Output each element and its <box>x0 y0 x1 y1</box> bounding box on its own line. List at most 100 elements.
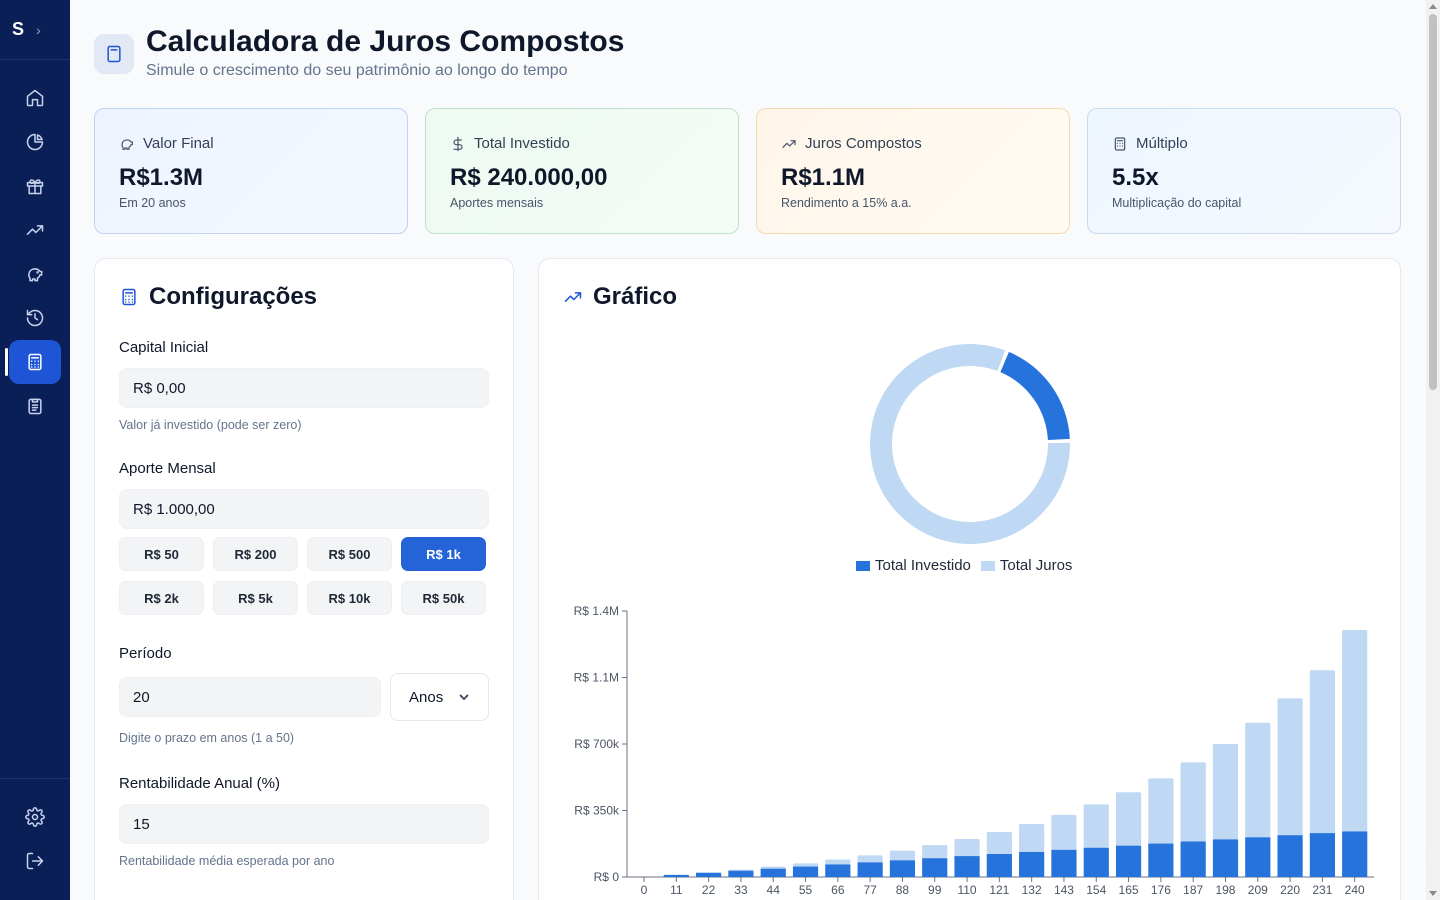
bar-investido[interactable] <box>1245 837 1271 877</box>
bar-investido[interactable] <box>1212 839 1239 877</box>
calculator-icon <box>1114 136 1126 151</box>
bar-investido[interactable] <box>1019 851 1045 877</box>
bar-investido[interactable] <box>760 868 786 877</box>
bar-juros[interactable] <box>792 863 819 867</box>
bar-juros[interactable] <box>857 855 883 863</box>
page-title: Calculadora de Juros Compostos <box>146 25 625 58</box>
x-tick-label: 44 <box>767 883 781 897</box>
bar-juros[interactable] <box>954 839 980 857</box>
sidebar-item-logout[interactable] <box>9 839 61 883</box>
bar-investido[interactable] <box>728 870 754 877</box>
bar-investido[interactable] <box>857 862 883 877</box>
stat-value: 5.5x <box>1112 164 1159 191</box>
bar-juros[interactable] <box>1180 762 1206 842</box>
preset-chip-200[interactable]: R$ 200 <box>213 537 298 571</box>
preset-chip-50[interactable]: R$ 50 <box>119 537 204 571</box>
donut-slice-investido[interactable] <box>1000 351 1070 441</box>
config-card: Configurações Capital Inicial R$ 0,00 Va… <box>94 258 514 900</box>
bar-investido[interactable] <box>1180 841 1206 877</box>
bar-investido[interactable] <box>986 854 1012 877</box>
page-scrollbar[interactable] <box>1426 0 1440 900</box>
bar-investido[interactable] <box>825 864 851 877</box>
bar-juros[interactable] <box>1148 778 1174 844</box>
preset-chip-10k[interactable]: R$ 10k <box>307 581 392 615</box>
page-header: Calculadora de Juros Compostos Simule o … <box>94 24 624 80</box>
bar-investido[interactable] <box>1148 843 1174 877</box>
gift-icon <box>26 179 44 195</box>
logout-icon <box>26 852 44 870</box>
rentabilidade-label: Rentabilidade Anual (%) <box>119 775 280 792</box>
calculator-icon <box>122 288 136 306</box>
capital-input[interactable]: R$ 0,00 <box>119 368 489 408</box>
bar-juros[interactable] <box>889 850 916 861</box>
bar-juros[interactable] <box>1212 744 1239 840</box>
bar-investido[interactable] <box>696 872 722 877</box>
sidebar-item-history[interactable] <box>9 296 61 340</box>
bar-juros[interactable] <box>922 845 948 859</box>
bar-juros[interactable] <box>986 831 1012 855</box>
bar-investido[interactable] <box>1115 845 1142 877</box>
scrollbar-thumb[interactable] <box>1429 14 1437 390</box>
preset-chip-2k[interactable]: R$ 2k <box>119 581 204 615</box>
sidebar-item-reports[interactable] <box>9 384 61 428</box>
preset-chip-1k[interactable]: R$ 1k <box>401 537 486 571</box>
sidebar-item-portfolio[interactable] <box>9 120 61 164</box>
preset-chip-50k[interactable]: R$ 50k <box>401 581 486 615</box>
x-tick-label: 55 <box>799 883 813 897</box>
bar-juros[interactable] <box>728 869 754 871</box>
dollar-icon <box>453 136 463 151</box>
chart-card: Gráfico Total Investido Total Juros R$ 0… <box>538 258 1401 900</box>
periodo-input[interactable]: 20 <box>119 677 381 717</box>
bar-juros[interactable] <box>1019 823 1045 852</box>
legend-item-investido[interactable]: Total Investido <box>856 557 971 574</box>
legend-item-juros[interactable]: Total Juros <box>980 557 1072 574</box>
x-tick-label: 88 <box>896 883 910 897</box>
bar-juros[interactable] <box>1342 630 1368 832</box>
x-tick-label: 209 <box>1248 883 1268 897</box>
sidebar-item-home[interactable] <box>9 76 61 120</box>
bar-juros[interactable] <box>1115 792 1142 846</box>
scroll-up-arrow[interactable] <box>1429 4 1437 9</box>
bar-investido[interactable] <box>922 858 948 877</box>
bar-juros[interactable] <box>1277 698 1303 836</box>
sidebar-item-gift[interactable] <box>9 164 61 208</box>
bar-juros[interactable] <box>760 866 786 869</box>
sidebar-item-calculator[interactable] <box>5 340 61 384</box>
bar-investido[interactable] <box>663 874 689 877</box>
bar-juros[interactable] <box>1083 804 1109 848</box>
app-logo[interactable]: S <box>12 19 25 39</box>
history-icon <box>26 309 44 327</box>
sidebar-item-savings[interactable] <box>9 252 61 296</box>
bar-juros[interactable] <box>825 859 851 865</box>
calculator-icon <box>28 353 42 371</box>
x-tick-label: 198 <box>1215 883 1235 897</box>
chevron-right-icon[interactable]: › <box>36 21 41 38</box>
preset-chip-5k[interactable]: R$ 5k <box>213 581 298 615</box>
bar-investido[interactable] <box>1309 833 1335 877</box>
aporte-input[interactable]: R$ 1.000,00 <box>119 489 489 529</box>
scroll-down-arrow[interactable] <box>1429 891 1437 896</box>
sidebar-item-settings[interactable] <box>9 795 61 839</box>
bar-investido[interactable] <box>1342 831 1368 877</box>
bar-investido[interactable] <box>1051 849 1077 877</box>
periodo-unit-select[interactable]: Anos <box>390 673 489 721</box>
config-title-text: Configurações <box>149 283 318 310</box>
bar-investido[interactable] <box>1277 835 1303 877</box>
bar-investido[interactable] <box>954 856 980 877</box>
stat-note: Multiplicação do capital <box>1112 196 1242 210</box>
chevron-down-icon <box>459 694 469 701</box>
x-tick-label: 176 <box>1151 883 1171 897</box>
bar-juros[interactable] <box>1051 814 1077 850</box>
page-subtitle: Simule o crescimento do seu patrimônio a… <box>146 62 568 79</box>
preset-chip-500[interactable]: R$ 500 <box>307 537 392 571</box>
bar-investido[interactable] <box>1083 847 1109 877</box>
bar-juros[interactable] <box>1309 670 1335 834</box>
bar-juros[interactable] <box>1245 722 1271 838</box>
rentabilidade-input[interactable]: 15 <box>119 804 489 844</box>
bar-investido[interactable] <box>889 860 916 877</box>
x-tick-label: 165 <box>1119 883 1139 897</box>
sidebar-item-trends[interactable] <box>9 208 61 252</box>
bar-investido[interactable] <box>792 866 819 877</box>
aporte-label: Aporte Mensal <box>119 460 216 477</box>
periodo-help: Digite o prazo em anos (1 a 50) <box>119 731 295 745</box>
